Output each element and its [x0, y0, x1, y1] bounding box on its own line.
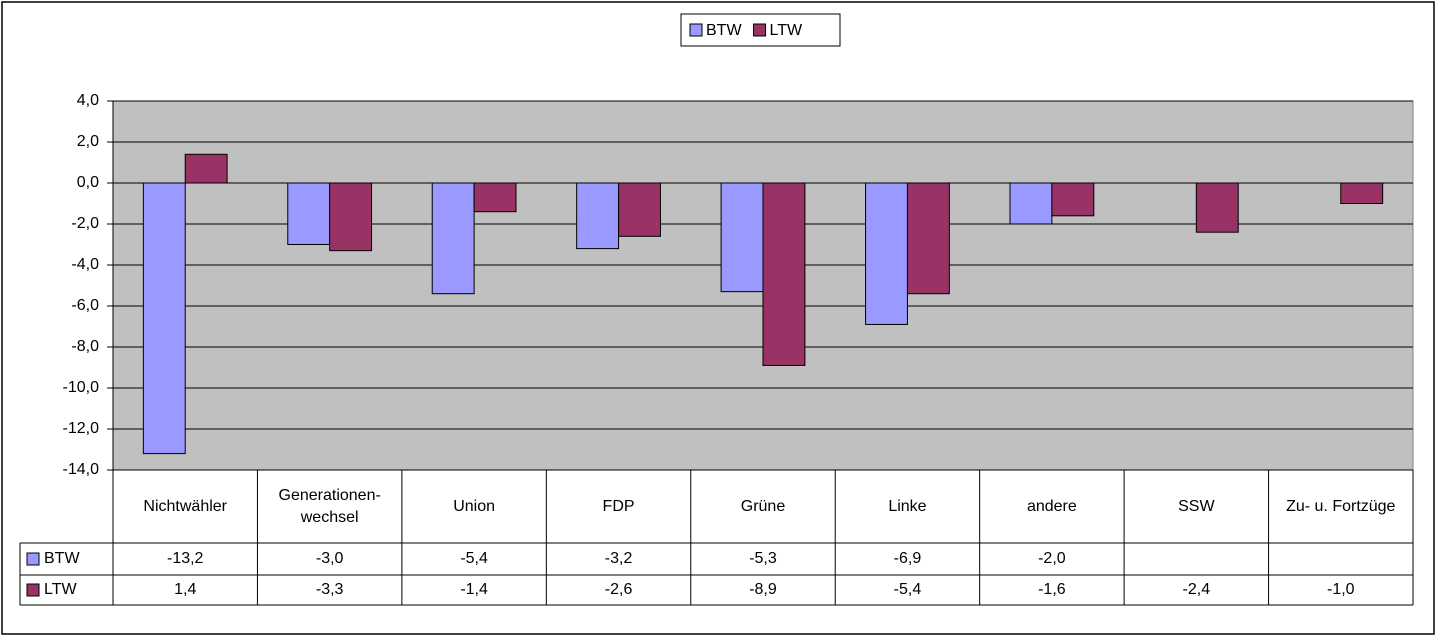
table-row-label: BTW: [44, 550, 80, 567]
bar: [329, 182, 373, 252]
y-tick-label: 0,0: [77, 174, 99, 191]
y-tick-label: -4,0: [71, 256, 99, 273]
x-tick-label: andere: [1026, 497, 1077, 515]
bar: [1340, 182, 1384, 204]
bar: [287, 182, 331, 245]
x-tick-label: Linke: [888, 497, 927, 515]
table-legend-key: [26, 583, 40, 597]
table-value: -2,6: [605, 581, 633, 598]
table-value: -3,2: [605, 550, 633, 567]
x-tick-label: Zu- u. Fortzüge: [1286, 497, 1396, 515]
table-value: -6,9: [894, 550, 922, 567]
bar: [762, 182, 806, 366]
y-tick-label: 4,0: [77, 92, 99, 109]
table-value: -8,9: [749, 581, 777, 598]
bar: [1051, 182, 1095, 217]
table-value: -5,4: [460, 550, 488, 567]
x-tick-label: SSW: [1178, 497, 1215, 515]
table-value: -2,4: [1183, 581, 1211, 598]
bar: [865, 182, 908, 325]
x-tick-label: Union: [453, 497, 495, 515]
legend-key: [689, 23, 703, 37]
table-value: -5,4: [894, 581, 922, 598]
table-value: -1,6: [1038, 581, 1066, 598]
table-value: -1,4: [460, 581, 488, 598]
y-tick-label: -12,0: [63, 420, 100, 437]
y-tick-label: -8,0: [71, 338, 99, 355]
bar: [906, 182, 950, 295]
bar: [720, 182, 764, 293]
table-value: -5,3: [749, 550, 777, 567]
bar: [1195, 182, 1239, 233]
y-tick-label: -2,0: [71, 215, 99, 232]
x-tick-label: Grüne: [740, 497, 786, 515]
y-tick-label: -14,0: [63, 461, 100, 478]
bar: [618, 182, 661, 237]
table-value: 1,4: [174, 581, 196, 598]
bar: [431, 182, 475, 295]
bar: [1009, 182, 1053, 225]
x-tick-label: FDP: [602, 497, 635, 515]
legend-label: LTW: [770, 22, 803, 39]
table-value: -13,2: [167, 550, 204, 567]
table-legend-key: [26, 552, 40, 566]
y-tick-label: -6,0: [71, 297, 99, 314]
bar: [576, 182, 620, 250]
y-tick-label: -10,0: [63, 379, 100, 396]
bar: [142, 182, 186, 455]
table-value: -3,3: [316, 581, 344, 598]
bar: [473, 182, 517, 213]
y-tick-label: 2,0: [77, 133, 99, 150]
table-value: -1,0: [1327, 581, 1355, 598]
table-value: -2,0: [1038, 550, 1066, 567]
bar: [184, 153, 228, 184]
table-value: -3,0: [316, 550, 344, 567]
legend-label: BTW: [706, 22, 742, 39]
x-tick-label: Generationen-wechsel: [278, 486, 381, 526]
legend-key: [753, 23, 767, 37]
table-row-label: LTW: [44, 581, 77, 598]
x-tick-label: Nichtwähler: [143, 497, 228, 515]
